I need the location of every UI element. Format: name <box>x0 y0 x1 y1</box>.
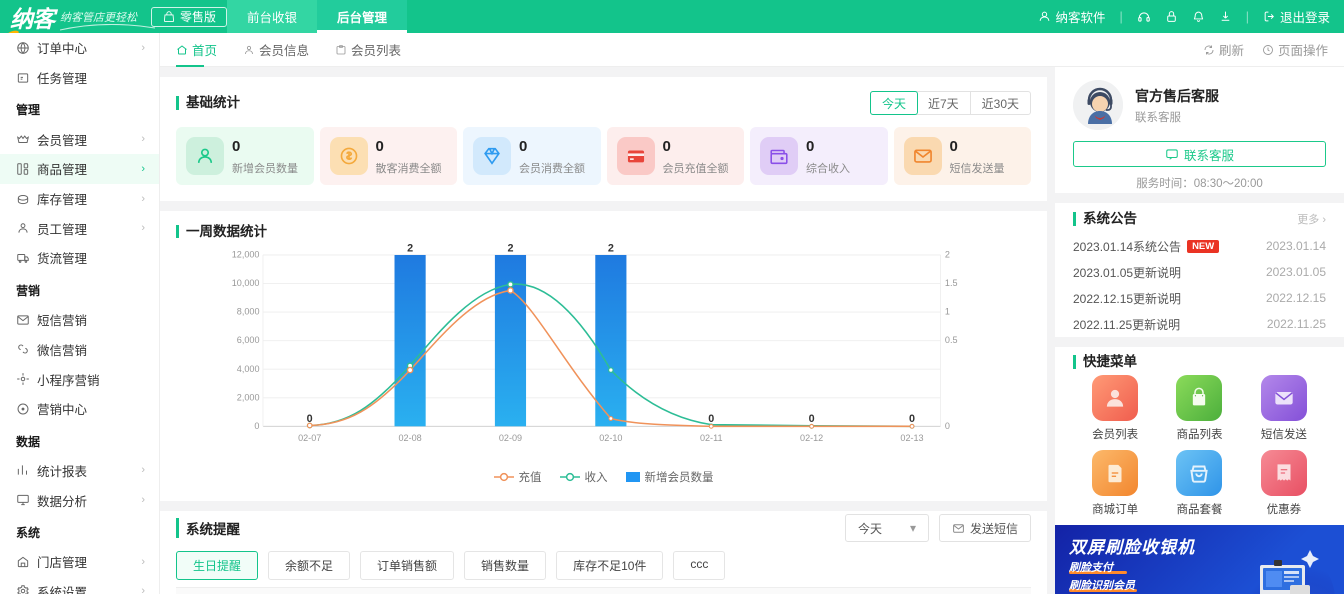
svg-text:02-13: 02-13 <box>900 433 923 443</box>
svg-text:02-11: 02-11 <box>700 433 723 443</box>
svg-text:2: 2 <box>945 250 950 260</box>
svg-text:2: 2 <box>507 243 513 255</box>
svg-text:02-07: 02-07 <box>298 433 321 443</box>
svg-text:02-10: 02-10 <box>599 433 622 443</box>
svg-text:2: 2 <box>407 243 413 255</box>
svg-text:0: 0 <box>254 421 259 431</box>
svg-text:8,000: 8,000 <box>237 307 260 317</box>
svg-text:4,000: 4,000 <box>237 364 260 374</box>
svg-text:2,000: 2,000 <box>237 392 260 402</box>
svg-text:1.5: 1.5 <box>945 278 958 288</box>
svg-text:0.5: 0.5 <box>945 335 958 345</box>
svg-text:0: 0 <box>708 413 714 425</box>
svg-text:10,000: 10,000 <box>232 278 260 288</box>
svg-text:2: 2 <box>608 243 614 255</box>
svg-text:1: 1 <box>945 307 950 317</box>
svg-text:6,000: 6,000 <box>237 335 260 345</box>
svg-text:02-08: 02-08 <box>398 433 421 443</box>
svg-text:02-09: 02-09 <box>499 433 522 443</box>
svg-text:02-12: 02-12 <box>800 433 823 443</box>
svg-text:0: 0 <box>945 421 950 431</box>
svg-text:0: 0 <box>909 413 915 425</box>
svg-text:0: 0 <box>809 413 815 425</box>
svg-text:12,000: 12,000 <box>232 250 260 260</box>
